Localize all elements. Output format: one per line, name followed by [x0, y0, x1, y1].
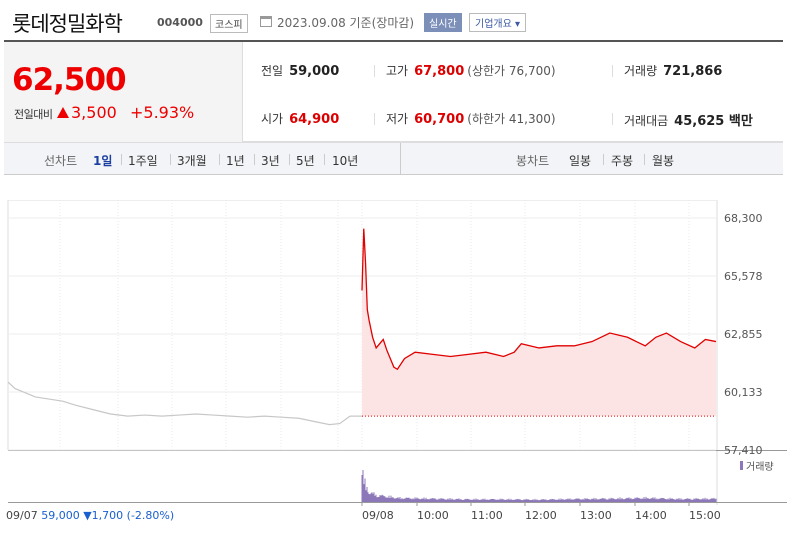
- volume-legend-label: 거래량: [746, 461, 774, 473]
- x-tick-label: 13:00: [580, 509, 612, 522]
- prev-day-date: 09/07: [6, 509, 41, 522]
- open-value: 64,900: [289, 112, 340, 127]
- company-info-button[interactable]: 기업개요 ▾: [469, 13, 526, 32]
- x-tick-label: 10:00: [417, 509, 449, 522]
- price-summary: 62,500 전일대비 3,500 +5.93% 전일 59,000 고가 67,8…: [4, 40, 783, 142]
- today-area-fill: [362, 228, 716, 417]
- prev-day-info: 09/07 59,000 ▼1,700 (-2.80%): [6, 509, 174, 522]
- x-tick-label: 12:00: [525, 509, 557, 522]
- high-label: 고가: [386, 64, 409, 78]
- divider: [374, 113, 375, 125]
- tab-1y[interactable]: 1년: [226, 154, 245, 168]
- low-label: 저가: [386, 112, 409, 126]
- divider: [612, 113, 613, 125]
- period-tab-bar: 선차트 1일 1주일 3개월 1년 3년 5년 10년 봉차트 일봉 주봉 월봉: [4, 142, 783, 175]
- volume-legend-swatch: [740, 461, 743, 470]
- volume-value: 721,866: [663, 64, 723, 79]
- high-value: 67,800: [414, 64, 465, 79]
- amount-cell: 거래대금 45,625 백만: [624, 110, 753, 129]
- x-tick-label: 11:00: [471, 509, 503, 522]
- tab-1w[interactable]: 1주일: [128, 154, 158, 168]
- price-series: [7, 228, 717, 426]
- date-text: 2023.09.08 기준(장마감): [277, 16, 415, 30]
- tab-weekly-candle[interactable]: 주봉: [611, 154, 634, 168]
- y-tick-label: 62,855: [724, 328, 763, 341]
- amount-label: 거래대금: [624, 114, 669, 128]
- divider: [612, 65, 613, 77]
- prev-day-line: [7, 381, 351, 426]
- y-tick-label: 57,410: [724, 444, 763, 457]
- tab-daily-candle[interactable]: 일봉: [569, 154, 592, 168]
- y-tick-label: 60,133: [724, 386, 763, 399]
- divider: [603, 154, 604, 165]
- diff-value-text: 3,500: [71, 103, 117, 122]
- open-label: 시가: [261, 112, 284, 126]
- divider: [400, 143, 401, 175]
- prev-close-label: 전일: [261, 64, 284, 78]
- up-triangle-icon: [57, 107, 69, 118]
- divider: [219, 154, 220, 165]
- divider: [289, 154, 290, 165]
- current-price-box: 62,500 전일대비 3,500 +5.93%: [4, 42, 243, 142]
- prev-day-close: 59,000: [41, 509, 83, 522]
- divider: [374, 65, 375, 77]
- diff-value: 3,500: [57, 103, 117, 122]
- y-axis-ticks: 68,300 65,578 62,855 60,133 57,410: [724, 212, 763, 457]
- x-tick-label: 15:00: [689, 509, 721, 522]
- volume-panel: 거래량: [8, 461, 787, 503]
- prev-close-cell: 전일 59,000: [261, 62, 339, 79]
- tab-5y[interactable]: 5년: [296, 154, 315, 168]
- tab-monthly-candle[interactable]: 월봉: [652, 154, 675, 168]
- company-name: 롯데정밀화학: [12, 12, 123, 36]
- tab-3m[interactable]: 3개월: [177, 154, 207, 168]
- today-price-line: [361, 228, 717, 371]
- tab-1d[interactable]: 1일: [93, 154, 113, 168]
- open-cell: 시가 64,900: [261, 110, 339, 127]
- x-axis-ticks: 09/08 10:00 11:00 12:00 13:00 14:00 15:00 09/07…: [6, 502, 721, 522]
- divider: [121, 154, 122, 165]
- market-badge: 코스피: [210, 14, 248, 33]
- lower-limit: (하한가 41,300): [467, 112, 556, 126]
- prev-close-value: 59,000: [289, 64, 340, 79]
- amount-value: 45,625 백만: [674, 114, 753, 129]
- tab-3y[interactable]: 3년: [261, 154, 280, 168]
- intraday-price-chart: 68,300 65,578 62,855 60,133 57,410 거래량 09/08…: [6, 200, 787, 522]
- low-cell: 저가 60,700 (하한가 41,300): [386, 110, 556, 127]
- tab-10y[interactable]: 10년: [332, 154, 359, 168]
- x-tick-label: 14:00: [635, 509, 667, 522]
- x-tick-label: 09/08: [362, 509, 394, 522]
- volume-cell: 거래량 721,866: [624, 62, 722, 79]
- stock-code: 004000: [157, 16, 203, 29]
- divider: [170, 154, 171, 165]
- divider: [324, 154, 325, 165]
- candle-chart-label: 봉차트: [516, 154, 550, 168]
- low-value: 60,700: [414, 112, 465, 127]
- prev-day-change-rate: (-2.80%): [127, 509, 175, 522]
- y-tick-label: 65,578: [724, 270, 763, 283]
- diff-label: 전일대비: [14, 108, 53, 121]
- upper-limit: (상한가 76,700): [467, 64, 556, 78]
- y-tick-label: 68,300: [724, 212, 763, 225]
- realtime-button[interactable]: 실시간: [424, 13, 462, 32]
- diff-rate: +5.93%: [130, 103, 195, 122]
- volume-label: 거래량: [624, 64, 658, 78]
- stock-header: 롯데정밀화학 004000 코스피 2023.09.08 기준(장마감) 실시간…: [0, 0, 787, 40]
- high-cell: 고가 67,800 (상한가 76,700): [386, 62, 556, 79]
- divider: [254, 154, 255, 165]
- calendar-icon: [260, 16, 272, 27]
- current-price: 62,500: [12, 62, 127, 98]
- line-chart-label: 선차트: [44, 154, 78, 168]
- divider: [644, 154, 645, 165]
- prev-day-change: ▼1,700: [83, 509, 126, 522]
